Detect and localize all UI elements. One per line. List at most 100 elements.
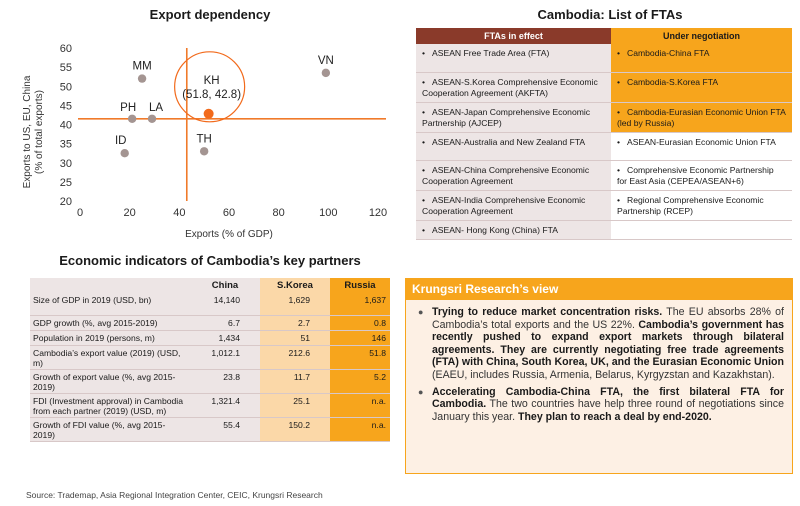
y-axis-label-line1: Exports to US, EU, China (22, 75, 33, 188)
fta-under-negotiation-text: ASEAN-Eurasian Economic Union FTA (627, 136, 776, 147)
econ-row: Growth of export value (%, avg 2015-2019… (30, 369, 390, 394)
econ-title: Economic indicators of Cambodia’s key pa… (59, 253, 361, 268)
fta-in-effect-text: ASEAN-Japan Comprehensive Economic Partn… (422, 106, 591, 128)
x-tick-label: 0 (77, 207, 83, 219)
fta-row: • ASEAN- Hong Kong (China) FTA (416, 220, 792, 240)
fta-under-negotiation-cell: • ASEAN-Eurasian Economic Union FTA (611, 132, 792, 161)
econ-cell-china: 1,434 (190, 330, 260, 346)
fta-in-effect-text: ASEAN Free Trade Area (FTA) (432, 48, 550, 58)
point-label-id: ID (115, 135, 127, 147)
econ-cell-china: 1,012.1 (190, 345, 260, 370)
econ-header-russia: Russia (330, 278, 390, 293)
fta-in-effect-text: ASEAN-India Comprehensive Economic Coope… (422, 194, 586, 216)
econ-row: Cambodia’s export value (2019) (USD, m) 1… (30, 345, 390, 370)
econ-cell-label: Growth of export value (%, avg 2015-2019… (30, 369, 190, 394)
econ-cell-russia: n.a. (330, 393, 390, 418)
fta-under-negotiation-cell: • Regional Comprehensive Economic Partner… (611, 190, 792, 221)
fta-in-effect-cell: • ASEAN-Australia and New Zealand FTA (416, 132, 611, 161)
econ-cell-skorea: 2.7 (260, 315, 330, 331)
econ-cell-russia: 0.8 (330, 315, 390, 331)
fta-row: • ASEAN-China Comprehensive Economic Coop… (416, 160, 792, 191)
fta-row: • ASEAN-Australia and New Zealand FTA • ASE… (416, 132, 792, 161)
x-tick-label: 60 (223, 207, 235, 219)
y-tick-label: 35 (60, 139, 72, 151)
point-label-th: TH (196, 133, 211, 145)
econ-cell-china: 14,140 (190, 293, 260, 316)
econ-cell-russia: 1,637 (330, 293, 390, 316)
data-point-vn (321, 68, 331, 78)
fta-in-effect-text: ASEAN-China Comprehensive Economic Coope… (422, 164, 590, 186)
econ-cell-china: 23.8 (190, 369, 260, 394)
econ-row: Size of GDP in 2019 (USD, bn) 14,140 1,629… (30, 293, 390, 316)
fta-header-under-negotiation: Under negotiation (611, 28, 792, 44)
y-tick-label: 55 (60, 62, 72, 74)
fta-under-negotiation-cell: • Comprehensive Economic Partnership for … (611, 160, 792, 191)
econ-cell-skorea: 1,629 (260, 293, 330, 316)
y-axis-label-line2: (% of total exports) (34, 90, 45, 174)
research-view-bullet: Trying to reduce market concentration ri… (418, 306, 784, 382)
fta-in-effect-text: ASEAN-S.Korea Comprehensive Economic Coo… (422, 76, 598, 98)
scatter-title: Export dependency (149, 7, 271, 22)
fta-under-negotiation-text: Cambodia-S.Korea FTA (627, 76, 719, 87)
bullet-text: The two countries have help three round … (432, 398, 784, 423)
data-point-mm (137, 74, 147, 83)
point-label-la: LA (149, 102, 163, 114)
research-view-title: Krungsri Research’s view (406, 279, 792, 300)
econ-row: FDI (Investment approval) in Cambodia fr… (30, 393, 390, 418)
point-label-ph: PH (120, 102, 136, 114)
fta-header-in-effect: FTAs in effect (416, 28, 611, 44)
fta-under-negotiation-cell: • Cambodia-China FTA (611, 44, 792, 73)
research-view-box: Krungsri Research’s view Trying to reduc… (405, 278, 793, 474)
data-point-kh (203, 108, 214, 119)
x-tick-label: 20 (124, 207, 136, 219)
econ-row: Growth of FDI value (%, avg 2015-2019) 55… (30, 417, 390, 442)
fta-title: Cambodia: List of FTAs (537, 7, 683, 22)
fta-under-negotiation-text: Cambodia-Eurasian Economic Union FTA (le… (617, 106, 786, 128)
econ-cell-skorea: 150.2 (260, 417, 330, 442)
econ-cell-label: Growth of FDI value (%, avg 2015-2019) (30, 417, 190, 442)
point-label-vn: VN (318, 55, 334, 67)
econ-cell-russia: n.a. (330, 417, 390, 442)
point-label-kh: KH (204, 75, 220, 87)
data-point-id (120, 148, 129, 158)
x-tick-label: 40 (173, 207, 185, 219)
y-tick-label: 20 (60, 196, 72, 208)
fta-row: • ASEAN-India Comprehensive Economic Coop… (416, 190, 792, 221)
fta-row: • ASEAN Free Trade Area (FTA) • Cambodia-Ch… (416, 44, 792, 73)
econ-cell-label: GDP growth (%, avg 2015-2019) (30, 315, 190, 331)
econ-cell-russia: 51.8 (330, 345, 390, 370)
fta-under-negotiation-cell (611, 220, 792, 240)
data-points: MM PH LA ID TH VN KH (51.8, 42.8) (115, 51, 334, 158)
econ-row: Population in 2019 (persons, m) 1,434 51 14… (30, 330, 390, 346)
econ-cell-russia: 146 (330, 330, 390, 346)
fta-in-effect-text: ASEAN-Australia and New Zealand FTA (432, 136, 586, 147)
x-tick-label: 80 (273, 207, 285, 219)
econ-cell-label: Population in 2019 (persons, m) (30, 330, 190, 346)
bullet-text: (EAEU, includes Russia, Armenia, Belarus… (432, 368, 775, 381)
fta-in-effect-cell: • ASEAN- Hong Kong (China) FTA (416, 220, 611, 240)
econ-cell-skorea: 212.6 (260, 345, 330, 370)
fta-row: • ASEAN-S.Korea Comprehensive Economic Co… (416, 72, 792, 103)
fta-row: • ASEAN-Japan Comprehensive Economic Part… (416, 102, 792, 133)
fta-in-effect-cell: • ASEAN Free Trade Area (FTA) (416, 44, 611, 73)
bullet-bold-text: They plan to reach a deal by end-2020. (517, 410, 712, 423)
research-view-bullet: Accelerating Cambodia-China FTA, the fir… (418, 386, 784, 424)
econ-cell-china: 55.4 (190, 417, 260, 442)
point-label-mm: MM (132, 61, 151, 73)
research-view-list: Trying to reduce market concentration ri… (406, 300, 792, 423)
export-dependency-chart: 0 20 40 60 80 100 120 20 25 30 35 40 45 50 55 60 MM PH LA… (22, 43, 387, 240)
data-point-ph (127, 114, 137, 123)
econ-cell-label: Size of GDP in 2019 (USD, bn) (30, 293, 190, 316)
source-note: Source: Trademap, Asia Regional Integrat… (26, 490, 323, 500)
econ-header-blank (30, 278, 190, 293)
fta-in-effect-cell: • ASEAN-S.Korea Comprehensive Economic Co… (416, 72, 611, 103)
econ-cell-skorea: 25.1 (260, 393, 330, 418)
econ-header-skorea: S.Korea (260, 278, 330, 293)
fta-under-negotiation-cell: • Cambodia-S.Korea FTA (611, 72, 792, 103)
econ-row: GDP growth (%, avg 2015-2019) 6.7 2.7 0.8 (30, 315, 390, 331)
y-tick-label: 50 (60, 81, 72, 93)
y-tick-label: 45 (60, 100, 72, 112)
bullet-bold-text: Trying to reduce market concentration ri… (432, 306, 663, 318)
y-tick-label: 60 (60, 43, 72, 55)
fta-in-effect-cell: • ASEAN-China Comprehensive Economic Coop… (416, 160, 611, 191)
